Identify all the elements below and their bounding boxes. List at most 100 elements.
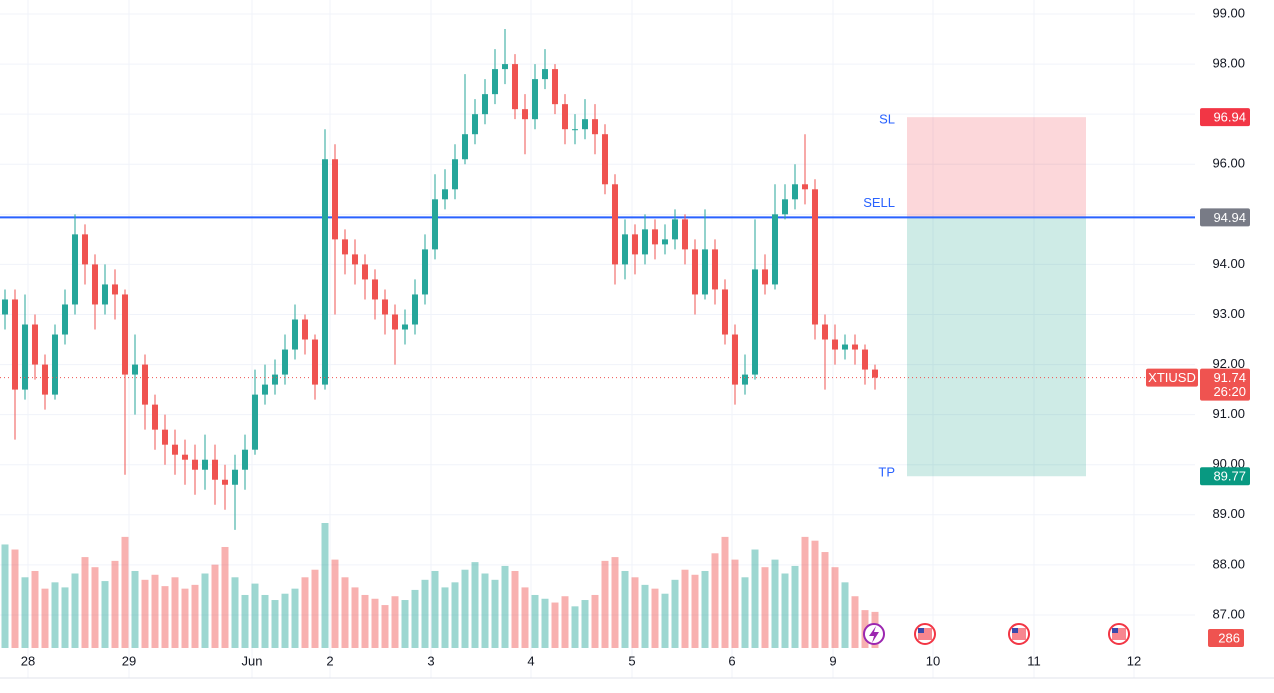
volume-bar [571, 606, 579, 648]
candle-body [352, 254, 358, 265]
volume-bar [31, 570, 39, 648]
candle-body [862, 349, 868, 370]
stop-price: 96.94 [1213, 110, 1246, 125]
y-tick-label: 89.00 [1212, 506, 1245, 521]
candle-body [812, 189, 818, 325]
last-price-box [1200, 368, 1250, 401]
candle-body [152, 404, 158, 430]
volume-bar [271, 600, 279, 648]
volume-bar [1, 544, 9, 648]
volume-bar [851, 596, 859, 648]
candle-body [402, 324, 408, 330]
entry-price: 94.94 [1213, 210, 1246, 225]
flag-icon[interactable] [1108, 623, 1130, 645]
volume-bar [361, 594, 369, 648]
candle-body [172, 444, 178, 455]
target-label: TP [878, 465, 895, 480]
volume-bar [341, 577, 349, 648]
volume-bar [301, 577, 309, 648]
volume-bar [751, 549, 759, 648]
candle-body [492, 69, 498, 95]
volume-bar [661, 593, 669, 648]
volume-bar [491, 579, 499, 648]
candle-body [22, 324, 28, 390]
volume-bar [611, 557, 619, 648]
volume-bar [681, 569, 689, 648]
candle-body [102, 284, 108, 305]
candle-body [192, 459, 198, 470]
symbol: XTIUSD [1148, 370, 1196, 385]
volume-bar [331, 559, 339, 648]
volume-bar [781, 573, 789, 648]
volume-bar [21, 577, 29, 648]
candle-body [262, 384, 268, 395]
volume-bar [481, 573, 489, 648]
y-tick-label: 96.00 [1212, 156, 1245, 171]
x-tick-label: 9 [829, 653, 836, 668]
volume-bar [401, 600, 409, 648]
candle-body [342, 239, 348, 255]
entry-price-box [1200, 208, 1250, 227]
candle-body [612, 184, 618, 265]
candle-body [582, 119, 588, 130]
candle-body [62, 304, 68, 335]
stop-price-box [1200, 108, 1250, 127]
volume-bar [761, 567, 769, 648]
target-price-box [1200, 467, 1250, 486]
entry-label: SELL [863, 195, 895, 210]
candle-body [472, 114, 478, 135]
volume-bar [321, 523, 329, 648]
volume-bar [841, 582, 849, 648]
x-tick-label: Jun [242, 653, 263, 668]
stop-zone [907, 117, 1086, 218]
volume-bar [161, 586, 169, 648]
candle-body [122, 294, 128, 375]
volume-bar [461, 569, 469, 648]
volume-bar [351, 587, 359, 648]
y-tick-label: 99.00 [1212, 5, 1245, 20]
candle-body [792, 184, 798, 200]
volume-bar [561, 596, 569, 648]
volume-bar [101, 581, 109, 648]
candle-body [412, 294, 418, 325]
volume-bar [671, 579, 679, 648]
flag-icon[interactable] [914, 623, 936, 645]
last-price: 91.74 [1213, 370, 1246, 385]
stop-label: SL [879, 112, 895, 127]
volume-bar [651, 588, 659, 648]
candle-body [672, 219, 678, 240]
volume-bar [471, 562, 479, 648]
candle-body [772, 214, 778, 285]
candle-body [652, 229, 658, 245]
candle-body [822, 324, 828, 340]
volume-bar [251, 583, 259, 648]
candle-body [462, 134, 468, 160]
candle-body [592, 119, 598, 135]
volume-pane [1, 523, 879, 648]
candle-body [292, 319, 298, 350]
volume-bar [381, 605, 389, 648]
volume-bar [441, 587, 449, 648]
volume-bar [831, 567, 839, 648]
volume-bar [81, 557, 89, 648]
candle-body [552, 69, 558, 105]
candle-body [742, 374, 748, 385]
candle-body [682, 219, 688, 250]
flag-icon[interactable] [1008, 623, 1030, 645]
volume-bar [371, 598, 379, 648]
volume-bar [191, 584, 199, 648]
candle-body [202, 459, 208, 470]
volume-bar [641, 584, 649, 648]
candle-body [42, 364, 48, 395]
volume-bar [71, 573, 79, 648]
candle-body [432, 199, 438, 250]
candle-body [272, 374, 278, 385]
volume-bar [541, 598, 549, 648]
candle-body [762, 269, 768, 285]
candle-body [332, 159, 338, 240]
volume-bar [581, 600, 589, 648]
candle-body [712, 249, 718, 290]
candle-body [642, 229, 648, 255]
candle-body [322, 159, 328, 385]
candle-body [722, 289, 728, 335]
